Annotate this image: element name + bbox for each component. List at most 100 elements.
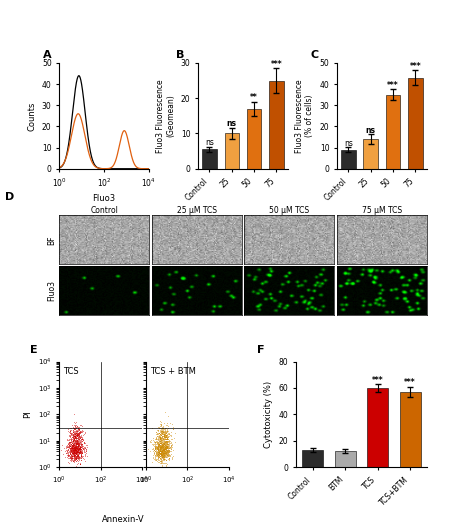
Point — [162, 441, 169, 449]
Point — [72, 428, 80, 437]
Point — [67, 446, 75, 454]
Point — [73, 452, 81, 460]
Point — [155, 442, 163, 450]
Point — [75, 435, 83, 443]
Point — [157, 445, 165, 454]
Point — [158, 426, 166, 434]
Point — [156, 435, 164, 444]
Point — [70, 432, 77, 440]
Point — [70, 443, 78, 452]
Point — [66, 442, 73, 450]
Point — [156, 433, 164, 441]
Point — [79, 436, 86, 444]
Point — [66, 449, 73, 457]
Point — [159, 440, 167, 449]
Point — [156, 457, 164, 465]
Point — [74, 434, 82, 443]
Point — [163, 448, 170, 456]
Point — [72, 441, 80, 449]
Point — [169, 425, 177, 434]
Point — [164, 443, 171, 451]
Point — [154, 447, 162, 455]
Point — [157, 450, 164, 459]
Point — [164, 449, 171, 458]
Point — [162, 462, 170, 470]
Point — [164, 448, 172, 456]
Point — [75, 431, 82, 439]
Point — [73, 428, 80, 436]
Point — [65, 440, 73, 449]
Point — [165, 452, 173, 460]
Point — [159, 440, 166, 449]
Point — [156, 429, 164, 438]
Point — [69, 442, 77, 450]
Point — [163, 427, 170, 436]
Point — [78, 435, 85, 443]
Point — [159, 426, 167, 435]
Point — [157, 440, 165, 449]
Point — [78, 446, 85, 454]
Point — [72, 440, 80, 448]
Point — [70, 430, 78, 438]
Point — [163, 435, 171, 443]
Point — [156, 447, 164, 456]
Point — [161, 443, 168, 451]
Point — [66, 438, 73, 447]
Point — [68, 442, 75, 450]
Point — [69, 431, 77, 439]
Point — [73, 445, 81, 453]
Point — [66, 433, 73, 441]
Point — [165, 437, 173, 445]
Point — [70, 437, 77, 445]
Point — [156, 442, 164, 450]
Point — [71, 443, 78, 452]
Point — [161, 435, 169, 443]
Point — [67, 433, 74, 442]
Point — [161, 455, 168, 463]
Point — [163, 450, 170, 459]
Point — [156, 433, 164, 442]
Point — [161, 448, 169, 457]
Point — [72, 442, 80, 450]
Point — [156, 446, 164, 455]
Point — [155, 452, 163, 460]
Point — [73, 439, 81, 447]
Point — [73, 449, 80, 457]
Point — [160, 444, 167, 452]
Point — [64, 440, 72, 448]
Point — [154, 452, 161, 460]
Point — [157, 429, 164, 437]
Point — [160, 444, 167, 453]
Point — [69, 442, 76, 450]
Point — [160, 454, 167, 462]
Text: F: F — [257, 345, 264, 355]
Point — [151, 445, 159, 453]
Point — [152, 439, 159, 448]
Point — [172, 429, 179, 437]
Point — [77, 428, 84, 436]
Point — [73, 450, 81, 459]
Point — [73, 449, 81, 457]
Point — [78, 436, 85, 444]
Point — [72, 422, 79, 430]
Point — [73, 447, 81, 455]
Point — [69, 442, 77, 450]
Point — [71, 432, 78, 440]
Point — [77, 440, 85, 448]
Point — [73, 447, 80, 455]
Point — [68, 444, 75, 453]
Point — [161, 455, 168, 464]
Point — [155, 423, 162, 432]
Point — [170, 434, 177, 443]
Point — [70, 446, 78, 455]
Point — [72, 446, 79, 455]
Point — [168, 440, 176, 449]
Point — [160, 433, 168, 441]
Point — [160, 455, 168, 463]
Point — [161, 444, 169, 453]
Point — [72, 431, 80, 439]
Point — [155, 450, 163, 459]
Point — [66, 452, 74, 460]
Point — [75, 431, 83, 439]
Point — [74, 451, 82, 459]
